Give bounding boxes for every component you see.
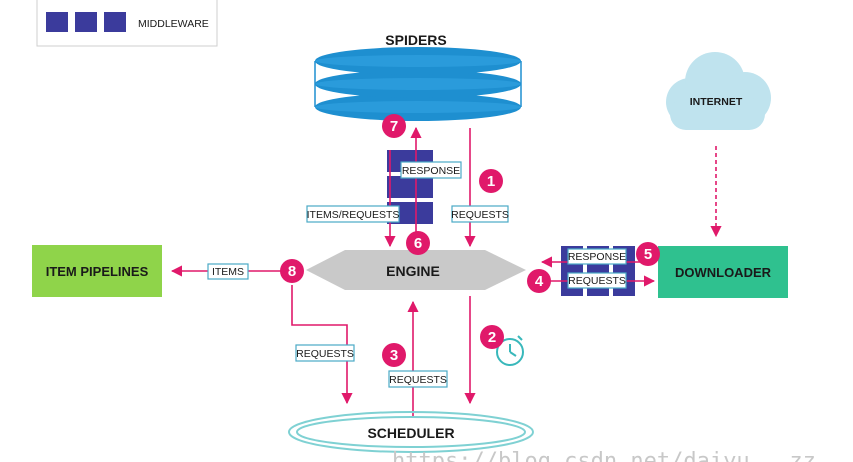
timer-icon <box>496 335 524 366</box>
legend-middleware-swatch <box>46 12 68 32</box>
item-pipelines-node: ITEM PIPELINES <box>32 245 162 297</box>
svg-text:2: 2 <box>488 329 496 346</box>
engine-to-scheduler-left-arrow <box>291 285 353 405</box>
svg-text:7: 7 <box>390 118 398 135</box>
downloader-label: DOWNLOADER <box>675 265 772 280</box>
label-items-requests: ITEMS/REQUESTS <box>306 205 400 223</box>
label-requests-sched-left: REQUESTS <box>295 344 355 362</box>
label-requests-sched-mid: REQUESTS <box>388 370 448 388</box>
step-badge-6: 6 <box>406 231 430 255</box>
svg-text:1: 1 <box>487 173 495 190</box>
legend: MIDDLEWARE <box>36 0 218 47</box>
item-pipelines-label: ITEM PIPELINES <box>46 264 149 279</box>
scheduler-label: SCHEDULER <box>367 425 454 441</box>
label-items: ITEMS <box>207 263 249 280</box>
downloader-node: DOWNLOADER <box>658 246 788 298</box>
svg-text:3: 3 <box>390 347 398 364</box>
svg-text:REQUESTS: REQUESTS <box>389 374 447 386</box>
internet-label: INTERNET <box>690 96 743 108</box>
internet-cloud: INTERNET <box>666 52 771 130</box>
label-requests-spider: REQUESTS <box>451 205 509 223</box>
step-badge-7: 7 <box>382 114 406 138</box>
legend-middleware-swatch <box>75 12 97 32</box>
svg-text:ITEMS/REQUESTS: ITEMS/REQUESTS <box>307 209 400 221</box>
label-response-dl: RESPONSE <box>567 248 627 265</box>
svg-text:8: 8 <box>288 263 296 280</box>
legend-label: MIDDLEWARE <box>138 18 209 30</box>
scheduler-node: SCHEDULER <box>288 411 534 453</box>
svg-text:ITEMS: ITEMS <box>212 266 244 278</box>
step-badge-2: 2 <box>480 325 504 349</box>
label-response-spider: RESPONSE <box>400 161 462 179</box>
spiders-node: SPIDERS <box>314 32 522 121</box>
engine-node: ENGINE <box>306 250 526 290</box>
spiders-title: SPIDERS <box>385 32 446 48</box>
svg-text:RESPONSE: RESPONSE <box>568 251 626 263</box>
step-badge-3: 3 <box>382 343 406 367</box>
step-badge-4: 4 <box>527 269 551 293</box>
step-badge-1: 1 <box>479 169 503 193</box>
svg-text:REQUESTS: REQUESTS <box>296 348 354 360</box>
svg-text:REQUESTS: REQUESTS <box>568 275 626 287</box>
watermark: https://blog.csdn.net/daiyu...zz <box>392 449 816 462</box>
svg-text:4: 4 <box>535 273 544 290</box>
svg-text:6: 6 <box>414 235 422 252</box>
step-badge-8: 8 <box>280 259 304 283</box>
svg-text:REQUESTS: REQUESTS <box>451 209 509 221</box>
legend-middleware-swatch <box>104 12 126 32</box>
engine-label: ENGINE <box>386 263 440 279</box>
svg-text:RESPONSE: RESPONSE <box>402 165 460 177</box>
step-badge-5: 5 <box>636 242 660 266</box>
svg-text:5: 5 <box>644 246 652 263</box>
label-requests-dl: REQUESTS <box>567 272 627 289</box>
